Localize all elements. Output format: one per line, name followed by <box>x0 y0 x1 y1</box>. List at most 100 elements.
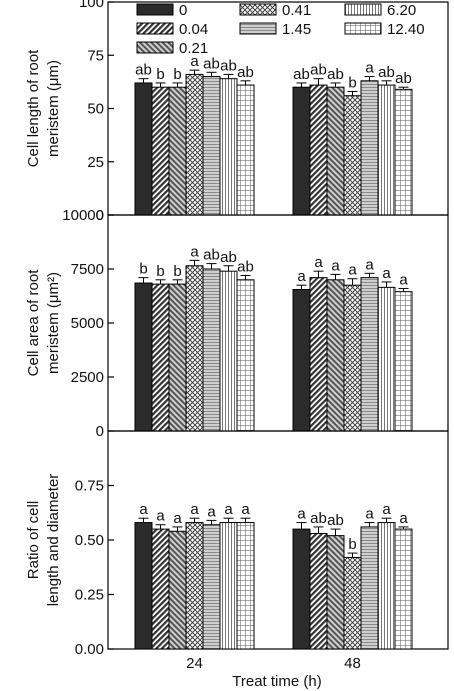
legend-item: 6.20 <box>344 2 416 19</box>
y-tick-label: 0.75 <box>75 478 104 495</box>
y-tick-label: 5000 <box>71 315 104 332</box>
legend-item: 0.21 <box>136 40 208 57</box>
significance-letter: a <box>399 271 408 288</box>
bar <box>168 86 187 216</box>
bar <box>151 528 170 650</box>
significance-letter: a <box>399 510 408 527</box>
bar <box>236 279 255 432</box>
bar <box>219 78 238 216</box>
bar <box>326 535 345 650</box>
significance-letter: a <box>365 60 374 77</box>
bar <box>202 268 221 432</box>
significance-letter: ab <box>327 512 344 529</box>
significance-letter: b <box>156 66 164 83</box>
significance-letter: ab <box>220 249 237 266</box>
bar <box>394 88 413 216</box>
x-tick-label-48: 48 <box>344 655 361 672</box>
significance-letter: ab <box>378 64 395 81</box>
bar <box>151 283 170 432</box>
significance-letter: a <box>365 506 374 523</box>
panel-2: 0 2500 5000 7500 10000 Cell area of root meris… <box>25 207 449 440</box>
significance-letter: a <box>331 257 340 274</box>
significance-letter: ab <box>237 258 254 275</box>
y-tick-label: 0.00 <box>75 641 104 658</box>
legend-swatch <box>239 22 277 35</box>
y-tick-label: 0 <box>96 207 104 224</box>
y-tick-label: 50 <box>87 101 104 118</box>
bar <box>326 86 345 216</box>
legend-swatch <box>239 3 277 16</box>
significance-letter: a <box>297 268 306 285</box>
significance-letter: b <box>348 536 356 553</box>
bar <box>343 556 362 650</box>
y-tick-label: 2500 <box>71 369 104 386</box>
significance-letter: ab <box>310 510 327 527</box>
significance-letter: a <box>382 265 391 282</box>
bar <box>219 522 238 650</box>
x-tick-label-24: 24 <box>186 655 203 672</box>
bar <box>185 265 204 432</box>
y-axis-title-line: Cell length of root <box>25 49 42 167</box>
bar <box>134 282 153 432</box>
legend-label: 0.21 <box>179 40 208 57</box>
bar <box>377 286 396 432</box>
significance-letter: a <box>241 501 250 518</box>
legend-swatch <box>344 22 382 35</box>
panel-3: 0.00 0.25 0.50 0.75 Ratio of cell length and … <box>25 430 449 658</box>
y-tick-label: 0.25 <box>75 587 104 604</box>
y-tick-label: 7500 <box>71 261 104 278</box>
significance-letter: a <box>224 501 233 518</box>
y-tick-label: 0 <box>96 423 104 440</box>
y-axis-title-line: meristem (μm) <box>45 60 62 157</box>
bar <box>219 270 238 432</box>
y-axis-title-line: Cell area of root <box>25 269 42 377</box>
legend-item: 1.45 <box>239 21 311 38</box>
legend-item: 0 <box>136 2 187 19</box>
significance-letter: a <box>190 501 199 518</box>
bar <box>394 528 413 650</box>
legend-label: 12.40 <box>387 21 425 38</box>
significance-letter: ab <box>293 66 310 83</box>
bar <box>309 277 328 432</box>
significance-letter: b <box>156 263 164 280</box>
significance-letter: ab <box>203 247 220 264</box>
bar <box>168 283 187 432</box>
bar <box>394 291 413 432</box>
significance-letter: a <box>207 503 216 520</box>
significance-letter: ab <box>327 66 344 83</box>
x-axis-title: Treat time (h) <box>232 673 321 690</box>
bar <box>185 522 204 650</box>
y-axis-title-line: Ratio of cell <box>25 501 42 579</box>
bar <box>377 84 396 216</box>
legend-item: 0.41 <box>239 2 311 19</box>
bar <box>202 76 221 216</box>
y-tick-label: 0.50 <box>75 532 104 549</box>
significance-letter: a <box>297 506 306 523</box>
significance-letter: a <box>190 243 199 260</box>
significance-letter: a <box>156 508 165 525</box>
y-tick-label: 10000 <box>62 207 104 224</box>
legend-label: 6.20 <box>387 2 416 19</box>
significance-letter: b <box>173 66 181 83</box>
legend-swatch <box>344 3 382 16</box>
bar <box>168 530 187 650</box>
bar <box>236 84 255 216</box>
bar <box>151 86 170 216</box>
legend-label: 0.04 <box>179 21 208 38</box>
bar <box>343 284 362 432</box>
bar <box>360 80 379 216</box>
panel-1: 0 25 50 75 100 Cell length of root meristem (μ… <box>25 0 449 224</box>
significance-letter: b <box>139 261 147 278</box>
significance-letter: a <box>365 256 374 273</box>
y-tick-label: 100 <box>79 0 104 11</box>
bar <box>134 82 153 216</box>
significance-letter: a <box>139 501 148 518</box>
significance-letter: a <box>190 53 199 70</box>
y-axis-title-line: length and diameter <box>45 474 62 607</box>
bar <box>309 532 328 650</box>
significance-letter: a <box>173 510 182 527</box>
legend-swatch <box>136 41 174 54</box>
bar <box>202 524 221 650</box>
